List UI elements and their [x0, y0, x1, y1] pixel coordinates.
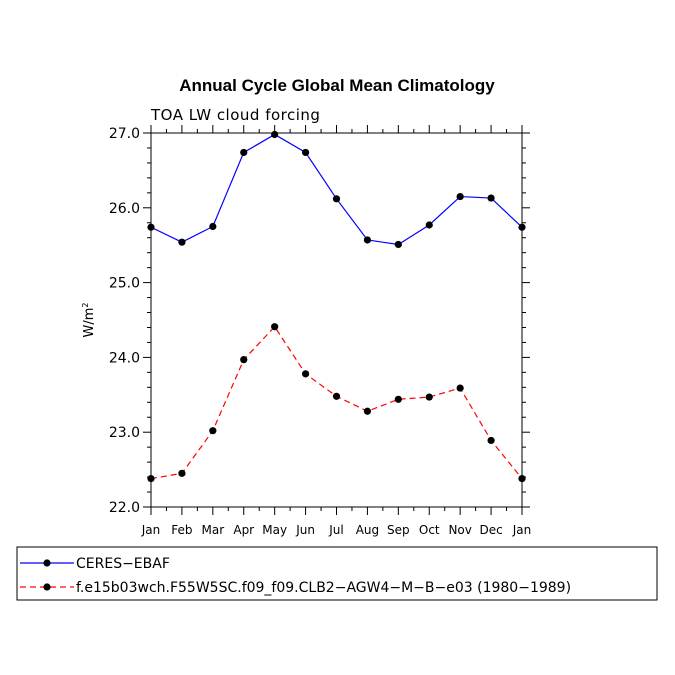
y-tick-label: 27.0 — [109, 126, 140, 142]
series-1-point — [178, 238, 186, 246]
axes: 22.0 23.0 24.0 25.0 26.0 27.0 Jan Feb Mar Apr May J… — [109, 125, 531, 537]
series-2-point — [301, 370, 310, 378]
y-tick-label: 25.0 — [109, 276, 140, 292]
series-1-point — [332, 195, 341, 203]
series-1-point — [518, 223, 526, 231]
x-tick-label: Feb — [171, 523, 192, 537]
series-1-point — [147, 223, 155, 231]
y-tick-label: 26.0 — [109, 201, 140, 217]
x-tick-label: Dec — [479, 523, 502, 537]
series-1-point — [394, 240, 402, 249]
series-2-point — [425, 393, 433, 401]
series-2-point — [209, 427, 217, 435]
y-tick-label: 23.0 — [109, 425, 140, 441]
series-1-point — [301, 148, 310, 157]
y-axis-label-superscript: 2 — [81, 303, 90, 308]
x-tick-label: Apr — [233, 523, 254, 537]
series-1-point — [240, 148, 248, 157]
series-2-point — [147, 474, 155, 483]
legend-marker-1 — [43, 559, 51, 567]
legend-label-2: f.e15b03wch.F55W5SC.f09_f09.CLB2−AGW4−M−… — [76, 580, 571, 596]
series-lines — [147, 130, 526, 483]
series-2-point — [456, 384, 464, 392]
legend-marker-2 — [43, 583, 51, 591]
chart-subtitle: TOA LW cloud forcing — [150, 106, 320, 124]
x-tick-label: Jan — [141, 523, 161, 537]
series-1-point — [209, 222, 217, 231]
series-2-point — [487, 436, 495, 445]
series-2-point — [271, 323, 279, 331]
x-tick-label: Nov — [448, 523, 471, 537]
y-axis-label-text: W/m — [82, 308, 97, 338]
series-1-point — [456, 192, 464, 201]
legend-box — [16, 546, 658, 601]
x-tick-label: Jul — [328, 523, 343, 537]
series-2-point — [363, 407, 372, 415]
x-tick-label: Jun — [295, 523, 315, 537]
series-1-point — [363, 236, 372, 244]
chart-title: Annual Cycle Global Mean Climatology — [179, 76, 495, 95]
x-tick-label: Oct — [419, 523, 440, 537]
series-2-point — [332, 392, 341, 400]
legend-label-1: CERES−EBAF — [76, 556, 170, 572]
series-1-point — [271, 130, 279, 139]
x-tick-label: Aug — [356, 523, 379, 537]
y-axis-label: W/m2 — [81, 303, 97, 338]
x-tick-label: May — [262, 523, 287, 537]
plot-frame — [150, 132, 523, 508]
x-tick-label: Jan — [512, 523, 532, 537]
y-tick-label: 24.0 — [109, 350, 140, 366]
series-line-2 — [150, 325, 523, 480]
y-tick-label: 22.0 — [109, 500, 140, 516]
series-2-point — [178, 469, 186, 477]
x-tick-label: Sep — [387, 523, 410, 537]
series-1-point — [425, 221, 433, 229]
series-line-1 — [150, 133, 523, 246]
legend: CERES−EBAF f.e15b03wch.F55W5SC.f09_f09.CL… — [16, 546, 658, 601]
series-2-point — [518, 474, 526, 483]
series-2-point — [240, 356, 248, 364]
series-1-point — [487, 194, 495, 202]
series-2-point — [394, 395, 402, 403]
x-tick-label: Mar — [202, 523, 225, 537]
